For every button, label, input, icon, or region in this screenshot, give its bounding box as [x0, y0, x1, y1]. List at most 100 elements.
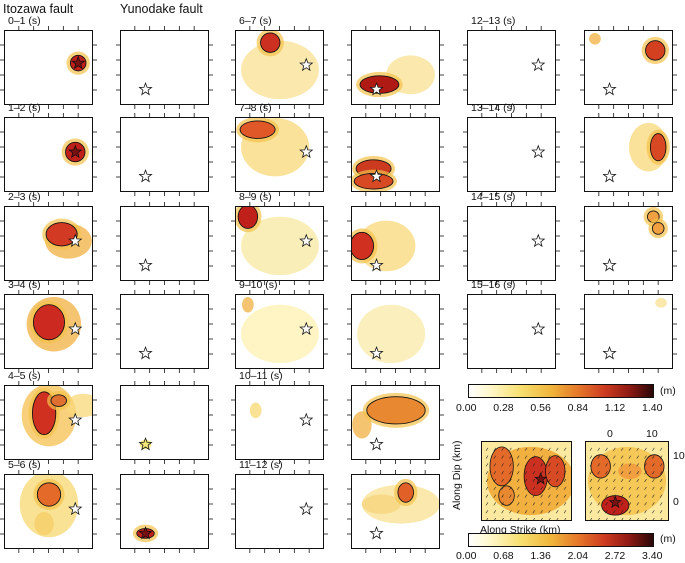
time-window-label: 8–9 (s) [239, 191, 272, 203]
panel-ticks [231, 202, 328, 285]
panel-ticks [347, 470, 444, 553]
colorbar-total-tick-label: 1.36 [530, 550, 551, 562]
yunodake-snapshot-panel [120, 474, 209, 549]
along-dip-label: Along Dip (km) [451, 440, 463, 510]
yunodake-snapshot-panel [351, 385, 440, 460]
time-window-label: 6–7 (s) [239, 15, 272, 27]
panel-ticks [347, 290, 444, 373]
panel-ticks [0, 290, 97, 373]
strike-tick-0: 0 [607, 428, 613, 440]
itozawa-snapshot-panel [235, 294, 324, 369]
yunodake-snapshot-panel [584, 117, 673, 192]
colorbar-rate-unit: (m) [660, 385, 676, 397]
time-window-label: 2–3 (s) [8, 191, 41, 203]
yunodake-snapshot-panel [351, 206, 440, 281]
time-window-label: 4–5 (s) [8, 370, 41, 382]
itozawa-snapshot-panel [4, 206, 93, 281]
total-slip-itozawa-panel [481, 441, 572, 521]
colorbar-rate-gradient [468, 384, 654, 398]
itozawa-snapshot-panel [4, 385, 93, 460]
yunodake-snapshot-panel [120, 206, 209, 281]
panel-ticks [347, 26, 444, 109]
panel-ticks [231, 470, 328, 553]
time-window-label: 15–16 (s) [471, 279, 516, 291]
panel-ticks [463, 26, 560, 109]
itozawa-snapshot-panel [4, 474, 93, 549]
itozawa-snapshot-panel [467, 30, 556, 105]
yunodake-snapshot-panel [120, 117, 209, 192]
colorbar-total-tick-label: 2.04 [567, 550, 589, 562]
colorbar-total-gradient [468, 533, 654, 547]
colorbar-rate-tick-label: 0.00 [456, 402, 477, 414]
time-window-label: 10–11 (s) [239, 370, 283, 382]
itozawa-snapshot-panel [235, 117, 324, 192]
panel-ticks [580, 26, 677, 109]
panel-ticks [0, 26, 97, 109]
itozawa-snapshot-panel [4, 294, 93, 369]
yunodake-header: Yunodake fault [120, 2, 203, 16]
panel-ticks [347, 381, 444, 464]
colorbar-total-tick-label: 2.72 [604, 550, 626, 562]
time-window-label: 1–2 (s) [8, 102, 41, 114]
time-window-label: 0–1 (s) [8, 15, 41, 27]
itozawa-snapshot-panel [467, 294, 556, 369]
colorbar-rate-tick-label: 0.84 [567, 402, 589, 414]
colorbar-rate-tick-label: 0.56 [530, 402, 551, 414]
itozawa-snapshot-panel [4, 30, 93, 105]
time-window-label: 7–8 (s) [239, 102, 272, 114]
itozawa-snapshot-panel [235, 474, 324, 549]
panel-ticks [0, 470, 97, 553]
panel-ticks [580, 202, 677, 285]
yunodake-snapshot-panel [584, 294, 673, 369]
yunodake-snapshot-panel [584, 30, 673, 105]
time-window-label: 3–4 (s) [8, 279, 41, 291]
itozawa-snapshot-panel [467, 206, 556, 281]
panel-ticks [116, 290, 213, 373]
yunodake-snapshot-panel [351, 294, 440, 369]
time-window-label: 5–6 (s) [8, 459, 41, 471]
panel-ticks [116, 26, 213, 109]
panel-ticks [116, 202, 213, 285]
panel-ticks [116, 381, 213, 464]
yunodake-snapshot-panel [120, 385, 209, 460]
panel-ticks [116, 470, 213, 553]
panel-ticks [347, 202, 444, 285]
panel-ticks [0, 113, 97, 196]
panel-ticks [580, 290, 677, 373]
itozawa-snapshot-panel [4, 117, 93, 192]
panel-ticks [231, 381, 328, 464]
panel-ticks [580, 113, 677, 196]
time-window-label: 9–10 (s) [239, 279, 278, 291]
panel-ticks [463, 290, 560, 373]
itozawa-header: Itozawa fault [3, 2, 74, 16]
time-window-label: 13–14 (s) [471, 102, 516, 114]
panel-ticks [463, 202, 560, 285]
itozawa-snapshot-panel [467, 117, 556, 192]
colorbar-total-tick-label: 3.40 [642, 550, 663, 562]
time-window-label: 14–15 (s) [471, 191, 516, 203]
strike-tick-10: 10 [646, 428, 658, 440]
panel-ticks [0, 381, 97, 464]
yunodake-snapshot-panel [351, 30, 440, 105]
yunodake-snapshot-panel [351, 474, 440, 549]
colorbar-rate-tick-label: 1.12 [604, 402, 626, 414]
dip-tick-0: 0 [673, 496, 679, 508]
time-window-label: 11–12 (s) [239, 459, 283, 471]
panel-ticks [463, 113, 560, 196]
panel-ticks [231, 290, 328, 373]
colorbar-total-tick-label: 0.00 [456, 550, 477, 562]
colorbar-rate-tick-label: 1.40 [642, 402, 663, 414]
panel-ticks [231, 26, 328, 109]
itozawa-snapshot-panel [235, 385, 324, 460]
yunodake-snapshot-panel [120, 294, 209, 369]
itozawa-snapshot-panel [235, 30, 324, 105]
panel-ticks [116, 113, 213, 196]
colorbar-total-unit: (m) [660, 533, 676, 545]
yunodake-snapshot-panel [351, 117, 440, 192]
colorbar-total-tick-label: 0.68 [493, 550, 514, 562]
panel-ticks [347, 113, 444, 196]
total-slip-yunodake-panel [585, 441, 669, 521]
yunodake-snapshot-panel [584, 206, 673, 281]
yunodake-snapshot-panel [120, 30, 209, 105]
itozawa-snapshot-panel [235, 206, 324, 281]
